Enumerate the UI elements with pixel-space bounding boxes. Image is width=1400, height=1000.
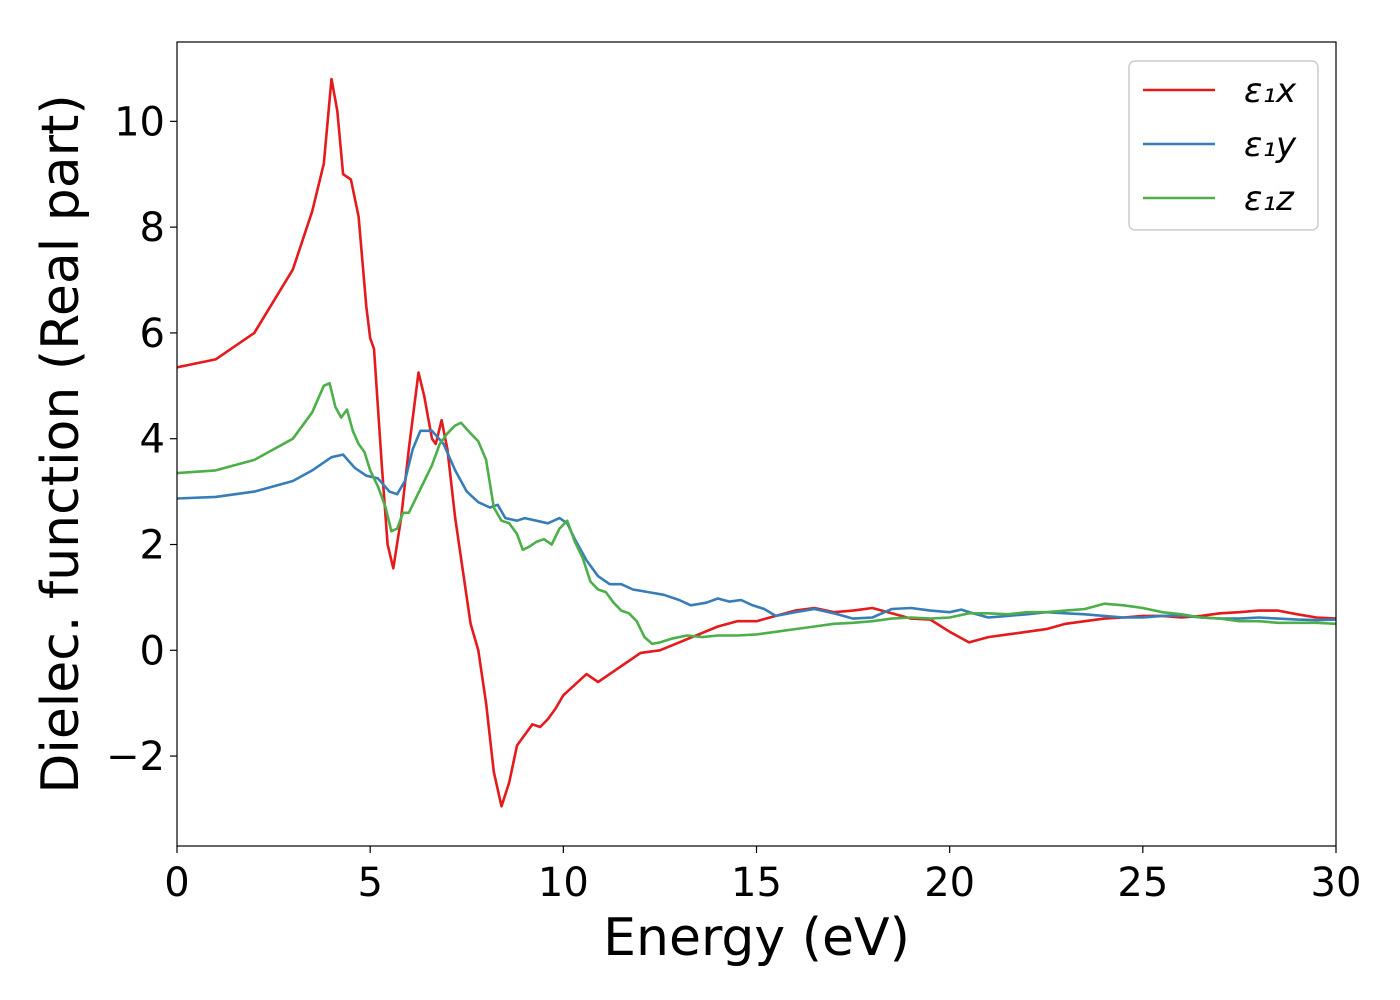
y-tick-label: −2 <box>106 734 165 780</box>
legend-label-1: ε₁y <box>1244 125 1297 165</box>
y-axis-label: Dielec. function (Real part) <box>31 94 91 793</box>
series-line-0 <box>177 77 1336 808</box>
x-tick-label: 10 <box>538 860 589 906</box>
x-tick-label: 20 <box>924 860 975 906</box>
y-tick-label: 0 <box>140 628 165 674</box>
y-tick-label: 4 <box>140 417 165 463</box>
x-tick-label: 5 <box>357 860 382 906</box>
y-tick-label: 10 <box>114 99 165 145</box>
x-tick-label: 30 <box>1311 860 1362 906</box>
x-tick-label: 0 <box>164 860 189 906</box>
legend-label-0: ε₁x <box>1244 71 1297 111</box>
x-axis-label: Energy (eV) <box>603 908 910 968</box>
y-tick-label: 2 <box>140 523 165 569</box>
legend-label-2: ε₁z <box>1244 179 1295 219</box>
x-tick-label: 25 <box>1117 860 1168 906</box>
axis-ticks: 0 5 10 15 20 25 30 −2 0 2 4 6 8 10 <box>106 99 1361 906</box>
series-line-2 <box>177 381 1336 646</box>
y-tick-label: 6 <box>140 311 165 357</box>
y-tick-label: 8 <box>140 205 165 251</box>
series-lines <box>177 77 1336 808</box>
legend: ε₁x ε₁y ε₁z <box>1128 60 1319 231</box>
series-line-1 <box>177 429 1336 622</box>
legend-box <box>1128 60 1319 231</box>
x-tick-label: 15 <box>731 860 782 906</box>
